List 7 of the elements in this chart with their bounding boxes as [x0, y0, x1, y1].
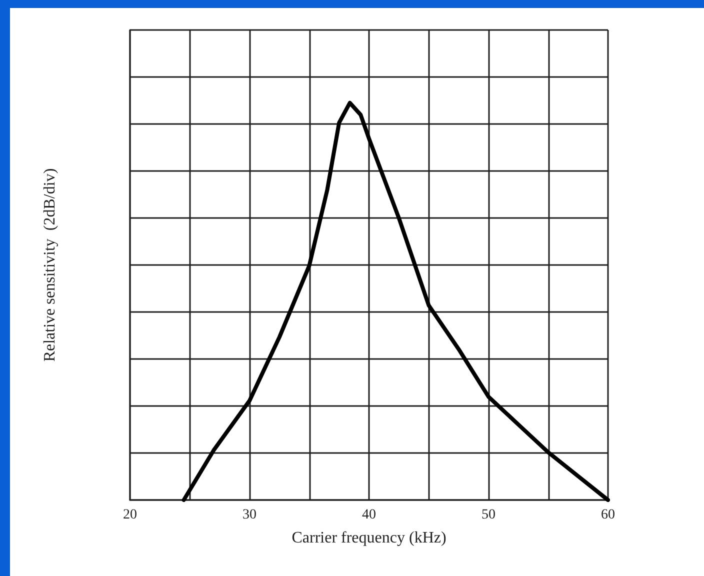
x-tick-label: 60 — [601, 508, 615, 522]
x-tick-label: 20 — [123, 508, 137, 522]
x-tick-label: 30 — [242, 508, 256, 522]
x-tick-label: 50 — [482, 508, 496, 522]
x-axis-title: Carrier frequency (kHz) — [292, 530, 446, 546]
x-tick-label: 40 — [362, 508, 376, 522]
y-axis-title: Relative sensitivity (2dB/div) — [42, 168, 58, 362]
